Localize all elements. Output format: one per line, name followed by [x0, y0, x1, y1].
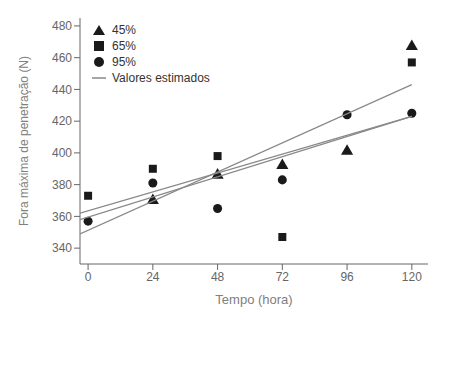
svg-text:360: 360 — [52, 210, 72, 224]
svg-text:24: 24 — [146, 270, 160, 284]
svg-text:480: 480 — [52, 19, 72, 33]
svg-text:72: 72 — [276, 270, 290, 284]
html-text:45%: 45% — [112, 23, 136, 37]
svg-text:340: 340 — [52, 241, 72, 255]
html-text:65%: 65% — [112, 39, 136, 53]
svg-text:0: 0 — [85, 270, 92, 284]
html-text:Valores estimados: Valores estimados — [112, 71, 210, 85]
svg-text:48: 48 — [211, 270, 225, 284]
svg-text:380: 380 — [52, 178, 72, 192]
svg-text:400: 400 — [52, 146, 72, 160]
svg-text:120: 120 — [402, 270, 422, 284]
svg-text:Tempo (hora): Tempo (hora) — [215, 292, 292, 307]
svg-text:420: 420 — [52, 114, 72, 128]
svg-text:460: 460 — [52, 51, 72, 65]
svg-text:440: 440 — [52, 83, 72, 97]
html-text:95%: 95% — [112, 55, 136, 69]
svg-text:96: 96 — [340, 270, 354, 284]
svg-text:Fora máxima de penetração (N): Fora máxima de penetração (N) — [17, 56, 31, 226]
